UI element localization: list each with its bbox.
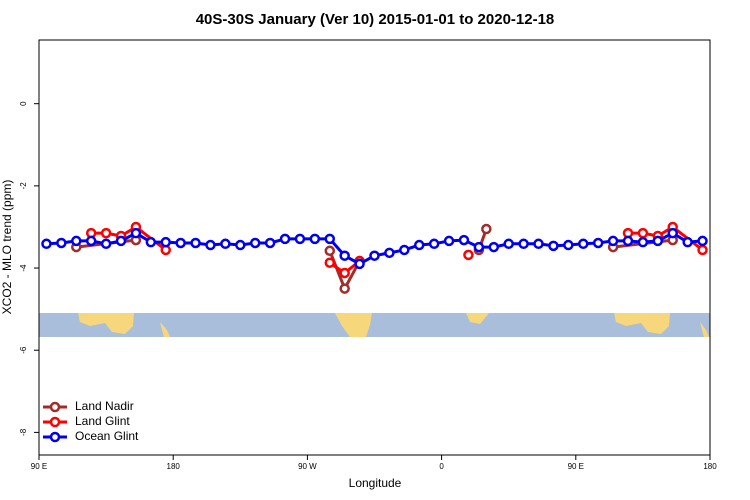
series-marker xyxy=(682,236,693,248)
legend-label: Land Glint xyxy=(75,414,130,428)
series-marker xyxy=(130,227,142,239)
series-marker xyxy=(563,239,574,251)
map-strip xyxy=(39,313,710,337)
x-tick-label: 180 xyxy=(167,462,181,471)
chart-title: 40S-30S January (Ver 10) 2015-01-01 to 2… xyxy=(196,11,555,28)
series-marker xyxy=(578,238,589,250)
series-marker xyxy=(463,249,474,261)
legend-label: Land Nadir xyxy=(75,399,134,413)
series-marker xyxy=(85,235,97,247)
series-marker xyxy=(71,235,82,247)
x-tick-label: 0 xyxy=(439,462,444,471)
y-tick-label: 0 xyxy=(19,101,28,106)
plot-frame xyxy=(38,39,711,456)
x-tick-label: 90 E xyxy=(568,462,584,471)
series-marker xyxy=(235,239,246,251)
series-marker xyxy=(503,238,514,250)
series-marker xyxy=(473,241,485,253)
x-tick-label: 90 E xyxy=(31,462,47,471)
series-marker xyxy=(115,235,127,247)
series-marker xyxy=(309,233,321,245)
x-tick-label: 180 xyxy=(703,462,717,471)
series-marker xyxy=(428,238,440,250)
series-marker xyxy=(518,238,529,250)
series-marker xyxy=(488,241,500,253)
series-marker xyxy=(339,283,350,294)
series-marker xyxy=(481,223,492,235)
series-marker xyxy=(100,238,112,250)
series-marker xyxy=(175,237,186,249)
series-marker xyxy=(160,236,171,248)
series-marker xyxy=(339,267,350,279)
series-marker xyxy=(249,237,261,249)
series-marker xyxy=(592,237,604,249)
series-marker xyxy=(637,236,649,248)
series-marker xyxy=(369,250,380,261)
series-marker xyxy=(548,240,559,252)
series-marker xyxy=(324,257,336,268)
series-marker xyxy=(697,244,708,256)
series-marker xyxy=(41,238,52,250)
series-marker xyxy=(607,235,619,247)
series-marker xyxy=(205,239,216,251)
series-marker xyxy=(443,235,455,247)
series-marker xyxy=(220,238,231,250)
series-marker xyxy=(294,233,306,245)
series-marker xyxy=(190,237,201,249)
series-marker xyxy=(413,239,425,251)
series-marker xyxy=(339,250,350,261)
x-tick-label: 90 W xyxy=(298,462,317,471)
series-marker xyxy=(324,233,336,245)
y-tick-label: -8 xyxy=(19,428,28,436)
series-marker xyxy=(399,244,410,256)
series-marker xyxy=(324,245,336,257)
y-tick-label: -4 xyxy=(19,264,28,272)
series-marker xyxy=(56,237,67,249)
legend-marker xyxy=(49,416,61,428)
legend-marker xyxy=(49,401,61,413)
series-marker xyxy=(354,258,365,270)
series-marker xyxy=(667,227,678,239)
series-marker xyxy=(622,235,634,247)
y-tick-label: -2 xyxy=(19,182,28,190)
series-marker xyxy=(100,227,112,239)
series-marker xyxy=(264,237,276,249)
y-tick-label: -6 xyxy=(19,346,28,354)
series-marker xyxy=(637,227,649,239)
legend-marker xyxy=(49,431,61,443)
series-marker xyxy=(279,233,291,245)
x-axis-label: Longitude xyxy=(349,476,402,490)
y-axis-label: XCO2 - MLO trend (ppm) xyxy=(0,180,14,315)
series-marker xyxy=(652,235,664,247)
series-marker xyxy=(145,236,157,248)
legend-label: Ocean Glint xyxy=(75,429,139,443)
series-marker xyxy=(384,247,395,259)
series-marker xyxy=(533,238,544,250)
series-marker xyxy=(697,235,708,247)
series-marker xyxy=(458,234,470,246)
